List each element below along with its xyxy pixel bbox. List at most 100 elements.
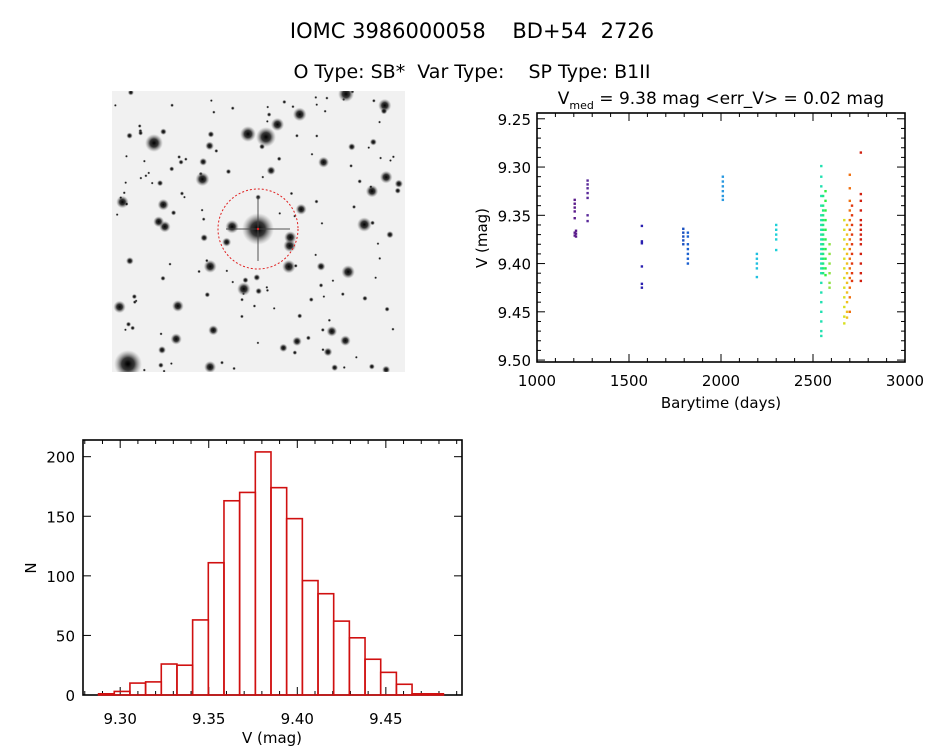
star xyxy=(310,152,314,156)
star xyxy=(170,210,177,216)
histogram-bar xyxy=(411,693,429,696)
star xyxy=(237,282,251,296)
data-point xyxy=(859,209,863,212)
star xyxy=(113,103,117,107)
star xyxy=(374,276,378,280)
star xyxy=(378,256,382,261)
data-point xyxy=(573,234,576,237)
star xyxy=(384,306,390,312)
data-point xyxy=(845,233,849,236)
data-point xyxy=(573,206,576,209)
star xyxy=(201,217,206,222)
data-point xyxy=(820,185,823,188)
data-point xyxy=(586,183,589,186)
star xyxy=(208,325,219,336)
data-point xyxy=(820,223,823,227)
data-point xyxy=(828,286,831,289)
light-curve-plot: Vmed = 9.38 mag <err_V> = 0.02 mag Baryt… xyxy=(473,89,924,412)
data-point xyxy=(755,257,759,260)
data-series xyxy=(845,223,849,319)
star xyxy=(119,196,123,200)
data-point xyxy=(686,262,690,265)
histogram-bar xyxy=(191,619,210,696)
data-point xyxy=(821,223,825,227)
data-point xyxy=(848,199,851,203)
star xyxy=(160,128,167,135)
star xyxy=(278,211,282,215)
data-point xyxy=(682,243,685,246)
data-point xyxy=(721,185,725,188)
data-point xyxy=(859,272,863,275)
histogram-bar xyxy=(160,663,178,696)
data-point xyxy=(828,281,831,285)
star xyxy=(349,163,353,168)
title-sub: med xyxy=(569,99,593,112)
star xyxy=(159,332,163,336)
data-point xyxy=(820,262,823,265)
data-point xyxy=(848,209,851,212)
stars xyxy=(113,91,404,372)
data-point xyxy=(574,229,578,232)
star xyxy=(378,120,382,124)
data-point xyxy=(848,238,851,241)
star xyxy=(261,175,265,179)
histogram-bar xyxy=(113,690,131,696)
star xyxy=(265,288,270,293)
star xyxy=(308,297,314,303)
data-point xyxy=(859,279,863,283)
plot-frame xyxy=(82,439,463,696)
data-series xyxy=(775,223,778,252)
bright-star xyxy=(240,126,256,142)
data-point xyxy=(820,300,823,304)
data-series xyxy=(755,252,759,279)
data-point xyxy=(775,238,778,241)
data-point xyxy=(686,252,690,256)
x-tick-label: 9.30 xyxy=(103,710,136,728)
histogram-bar xyxy=(97,693,116,696)
data-point xyxy=(820,243,823,246)
data-point xyxy=(824,209,827,212)
star xyxy=(314,95,318,100)
star xyxy=(394,187,401,194)
data-point xyxy=(820,247,823,251)
data-point xyxy=(843,218,846,222)
star xyxy=(376,242,380,246)
star xyxy=(314,253,318,257)
data-point xyxy=(843,257,846,260)
data-point xyxy=(820,320,823,323)
star xyxy=(113,300,126,314)
star xyxy=(130,325,136,331)
star xyxy=(292,336,302,347)
data-series xyxy=(848,173,851,314)
data-series xyxy=(820,164,823,338)
data-point xyxy=(843,228,846,231)
data-point xyxy=(859,238,863,241)
data-point xyxy=(824,273,827,277)
data-point xyxy=(828,262,831,265)
y-tick-label: 9.45 xyxy=(498,304,531,322)
data-point xyxy=(848,286,851,289)
light-curve-title: Vmed = 9.38 mag <err_V> = 0.02 mag xyxy=(558,89,884,112)
star xyxy=(295,203,307,215)
data-series xyxy=(850,204,854,283)
data-point xyxy=(775,233,778,236)
data-point xyxy=(843,305,846,309)
star xyxy=(231,280,235,284)
data-point xyxy=(850,204,854,207)
star xyxy=(394,179,404,188)
star xyxy=(266,112,272,117)
star xyxy=(171,300,184,312)
title-rest: = 9.38 mag <err_V> = 0.02 mag xyxy=(594,89,884,109)
x-tick-label: 9.45 xyxy=(369,710,402,728)
star xyxy=(371,98,376,103)
data-point xyxy=(850,233,854,236)
star xyxy=(365,184,379,198)
data-point xyxy=(820,238,823,241)
star xyxy=(115,213,119,217)
data-point xyxy=(859,243,863,246)
data-point xyxy=(586,214,589,217)
star xyxy=(252,304,257,308)
histogram-bar xyxy=(364,658,382,696)
data-point xyxy=(850,272,854,275)
star xyxy=(116,195,129,209)
